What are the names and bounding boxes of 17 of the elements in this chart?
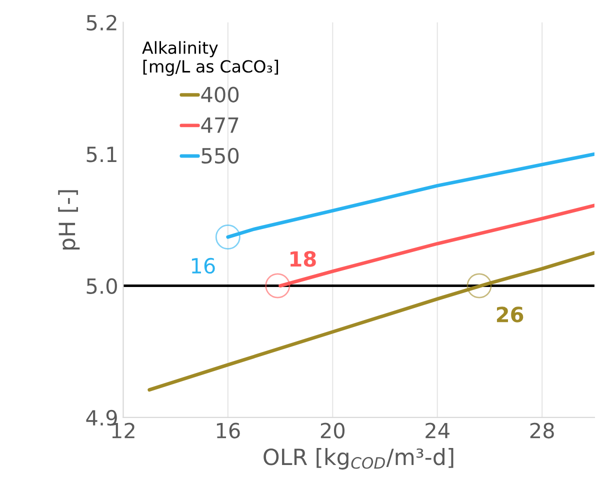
x-tick-label: 20 [320,422,345,438]
x-tick-label: 28 [530,422,554,438]
line-series [148,251,594,392]
legend-title: Alkalinity [mg/L as CaCO₃] [142,41,278,76]
x-tick-label: 16 [216,422,240,438]
legend-label: 550 [202,148,239,164]
x-tick-label: 24 [426,422,450,438]
y-tick-label: 5.1 [86,146,116,162]
annotation: 26 [496,306,524,322]
y-tick-label: 5.0 [86,278,117,294]
legend-label: 477 [201,118,238,133]
y-tick-label: 5.2 [86,14,116,31]
annotation: 18 [290,251,316,267]
x-axis-title: OLR [kg$_{COD}$/m³-d] [264,448,454,470]
legend-label: 400 [201,86,239,102]
annotation: 16 [192,258,215,274]
y-axis-title: pH [-] [58,190,80,250]
